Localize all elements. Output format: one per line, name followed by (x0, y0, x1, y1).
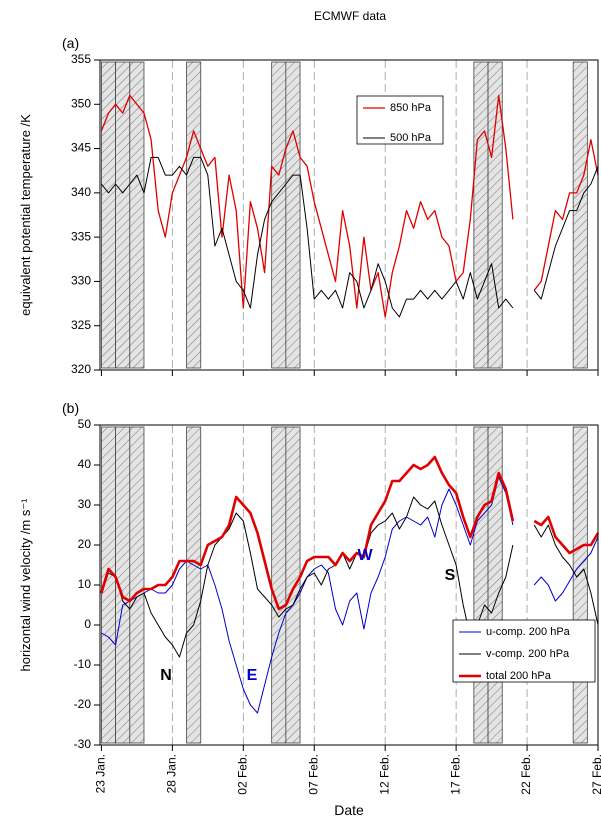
shaded-period (271, 61, 287, 369)
y-tick-label: 40 (78, 457, 92, 471)
x-tick-label: 22 Feb. (519, 754, 533, 795)
series-line (100, 496, 599, 658)
x-tick-label: 12 Feb. (377, 754, 391, 795)
shaded-period (129, 426, 145, 744)
plot-frame (99, 59, 599, 371)
annotation: S (445, 567, 456, 584)
y-axis-label: horizontal wind velocity /m s⁻¹ (18, 498, 33, 672)
series-line (100, 94, 599, 318)
shaded-period (271, 426, 287, 744)
plot-frame (99, 424, 599, 746)
series-line (101, 156, 599, 318)
y-tick-label: 355 (71, 52, 91, 66)
x-tick-label: 23 Jan. (94, 754, 108, 793)
shaded-period (487, 61, 503, 369)
panel-label: (a) (62, 35, 79, 51)
shaded-period (186, 61, 202, 369)
x-tick-label: 17 Feb. (448, 754, 462, 795)
legend-label: 850 hPa (390, 102, 432, 114)
shaded-period (572, 61, 588, 369)
y-tick-label: 350 (71, 96, 91, 110)
shaded-period (572, 426, 588, 744)
shaded-period (129, 61, 145, 369)
y-tick-label: -20 (74, 697, 92, 711)
x-axis-label: Date (334, 802, 364, 818)
chart-title: ECMWF data (314, 9, 386, 23)
y-tick-label: 325 (71, 318, 91, 332)
legend-box (452, 619, 596, 683)
x-tick-label: 27 Feb. (590, 754, 601, 795)
y-tick-label: 320 (71, 362, 91, 376)
y-tick-label: 330 (71, 274, 91, 288)
y-tick-label: 50 (78, 417, 92, 431)
legend-label: v-comp. 200 hPa (486, 648, 570, 660)
shaded-period (473, 61, 489, 369)
x-tick-label: 07 Feb. (306, 754, 320, 795)
y-tick-label: 345 (71, 141, 91, 155)
legend-label: total 200 hPa (486, 670, 552, 682)
series-line (100, 455, 600, 611)
legend-box (356, 95, 444, 145)
x-tick-label: 28 Jan. (165, 754, 179, 793)
y-tick-label: 10 (78, 577, 92, 591)
annotation: W (357, 547, 373, 564)
panel-label: (b) (62, 400, 79, 416)
annotation: E (247, 667, 258, 684)
x-tick-label: 02 Feb. (235, 754, 249, 795)
shaded-period (285, 61, 301, 369)
shaded-period (285, 426, 301, 744)
y-tick-label: -30 (74, 737, 92, 751)
y-tick-label: 0 (84, 617, 91, 631)
y-tick-label: 335 (71, 229, 91, 243)
y-tick-label: 340 (71, 185, 91, 199)
y-tick-label: 20 (78, 537, 92, 551)
annotation: N (160, 667, 172, 684)
shaded-period (473, 426, 489, 744)
y-tick-label: -10 (74, 657, 92, 671)
y-axis-label: equivalent potential temperature /K (18, 114, 33, 316)
legend-label: u-comp. 200 hPa (486, 626, 571, 638)
shaded-period (186, 426, 202, 744)
y-tick-label: 30 (78, 497, 92, 511)
legend-label: 500 hPa (390, 132, 432, 144)
